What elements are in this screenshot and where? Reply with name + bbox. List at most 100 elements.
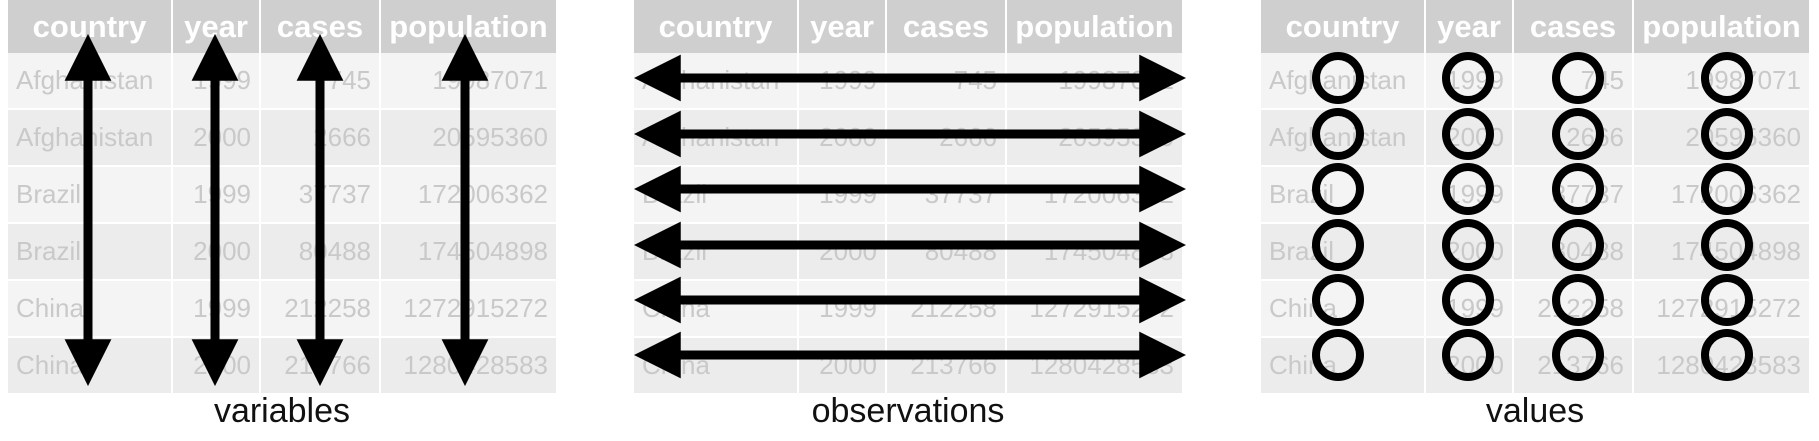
cell-population: 19987071 [380, 53, 556, 110]
data-table: country year cases population Afghanistan 19… [8, 0, 556, 395]
column-header-year: year [798, 0, 887, 53]
cell-country: Brazil [8, 223, 173, 281]
column-header-cases: cases [886, 0, 1007, 53]
column-header-cases: cases [260, 0, 381, 53]
column-header-year: year [1425, 0, 1514, 53]
cell-population: 172006362 [380, 166, 556, 224]
cell-year: 2000 [172, 223, 261, 281]
cell-population: 1272915272 [1633, 280, 1809, 338]
cell-cases: 37737 [886, 166, 1007, 224]
cell-cases: 745 [260, 53, 381, 110]
cell-year: 2000 [1425, 109, 1514, 167]
cell-country: Brazil [634, 223, 799, 281]
column-header-country: country [8, 0, 173, 53]
cell-country: China [8, 337, 173, 395]
panel-variables: country year cases population Afghanistan 19… [8, 0, 556, 395]
data-table: country year cases population Afghanistan 19… [634, 0, 1182, 395]
cell-population: 1280428583 [1633, 337, 1809, 395]
column-header-population: population [1633, 0, 1809, 53]
cell-country: Brazil [8, 166, 173, 224]
cell-population: 19987071 [1633, 53, 1809, 110]
cell-year: 1999 [1425, 53, 1514, 110]
cell-country: China [634, 337, 799, 395]
column-header-country: country [634, 0, 799, 53]
cell-cases: 80488 [1513, 223, 1634, 281]
panel-values: country year cases population Afghanistan 19… [1261, 0, 1809, 395]
cell-population: 1272915272 [380, 280, 556, 338]
table-row: China 2000 213766 1280428583 [1261, 337, 1809, 395]
cell-year: 2000 [172, 109, 261, 167]
cell-cases: 37737 [1513, 166, 1634, 224]
column-header-year: year [172, 0, 261, 53]
panel-observations: country year cases population Afghanistan 19… [634, 0, 1182, 395]
cell-population: 1280428583 [1006, 337, 1182, 395]
cell-country: Afghanistan [634, 109, 799, 167]
column-header-population: population [380, 0, 556, 53]
cell-year: 2000 [798, 337, 887, 395]
table-row: Brazil 1999 37737 172006362 [634, 166, 1182, 224]
table-row: Afghanistan 2000 2666 20595360 [8, 109, 556, 167]
caption-observations: observations [811, 392, 1005, 430]
cell-year: 1999 [172, 53, 261, 110]
cell-year: 1999 [798, 53, 887, 110]
cell-country: Afghanistan [634, 53, 799, 110]
cell-cases: 2666 [886, 109, 1007, 167]
cell-population: 174504898 [380, 223, 556, 281]
cell-country: Brazil [1261, 223, 1426, 281]
cell-year: 2000 [1425, 337, 1514, 395]
cell-year: 1999 [798, 166, 887, 224]
cell-cases: 80488 [886, 223, 1007, 281]
cell-cases: 213766 [886, 337, 1007, 395]
cell-country: Afghanistan [1261, 53, 1426, 110]
cell-country: Brazil [1261, 166, 1426, 224]
cell-year: 2000 [798, 223, 887, 281]
column-header-cases: cases [1513, 0, 1634, 53]
cell-population: 1272915272 [1006, 280, 1182, 338]
cell-country: China [8, 280, 173, 338]
cell-country: Afghanistan [1261, 109, 1426, 167]
header-row: country year cases population [8, 0, 556, 53]
column-header-country: country [1261, 0, 1426, 53]
cell-country: Afghanistan [8, 53, 173, 110]
table-row: Afghanistan 1999 745 19987071 [1261, 53, 1809, 110]
table-row: Brazil 2000 80488 174504898 [634, 223, 1182, 281]
table-row: China 1999 212258 1272915272 [1261, 280, 1809, 338]
cell-population: 20595360 [1633, 109, 1809, 167]
table-row: Afghanistan 1999 745 19987071 [634, 53, 1182, 110]
cell-population: 172006362 [1633, 166, 1809, 224]
column-header-population: population [1006, 0, 1182, 53]
data-table: country year cases population Afghanistan 19… [1261, 0, 1809, 395]
cell-year: 1999 [1425, 166, 1514, 224]
cell-population: 172006362 [1006, 166, 1182, 224]
caption-variables: variables [213, 392, 351, 430]
cell-population: 20595360 [380, 109, 556, 167]
cell-cases: 213766 [260, 337, 381, 395]
cell-country: China [1261, 280, 1426, 338]
table-row: Brazil 2000 80488 174504898 [1261, 223, 1809, 281]
cell-year: 1999 [798, 280, 887, 338]
cell-population: 19987071 [1006, 53, 1182, 110]
table-row: Brazil 2000 80488 174504898 [8, 223, 556, 281]
table-row: Afghanistan 2000 2666 20595360 [634, 109, 1182, 167]
cell-country: China [634, 280, 799, 338]
cell-year: 1999 [1425, 280, 1514, 338]
header-row: country year cases population [1261, 0, 1809, 53]
cell-cases: 745 [1513, 53, 1634, 110]
cell-cases: 212258 [260, 280, 381, 338]
cell-cases: 2666 [260, 109, 381, 167]
cell-year: 2000 [172, 337, 261, 395]
cell-cases: 745 [886, 53, 1007, 110]
cell-cases: 80488 [260, 223, 381, 281]
cell-year: 2000 [1425, 223, 1514, 281]
table-row: China 2000 213766 1280428583 [634, 337, 1182, 395]
cell-country: China [1261, 337, 1426, 395]
table-row: Brazil 1999 37737 172006362 [1261, 166, 1809, 224]
caption-values: values [1485, 392, 1585, 430]
cell-cases: 37737 [260, 166, 381, 224]
cell-population: 20595360 [1006, 109, 1182, 167]
table-row: Afghanistan 1999 745 19987071 [8, 53, 556, 110]
header-row: country year cases population [634, 0, 1182, 53]
cell-country: Afghanistan [8, 109, 173, 167]
cell-year: 2000 [798, 109, 887, 167]
cell-population: 1280428583 [380, 337, 556, 395]
